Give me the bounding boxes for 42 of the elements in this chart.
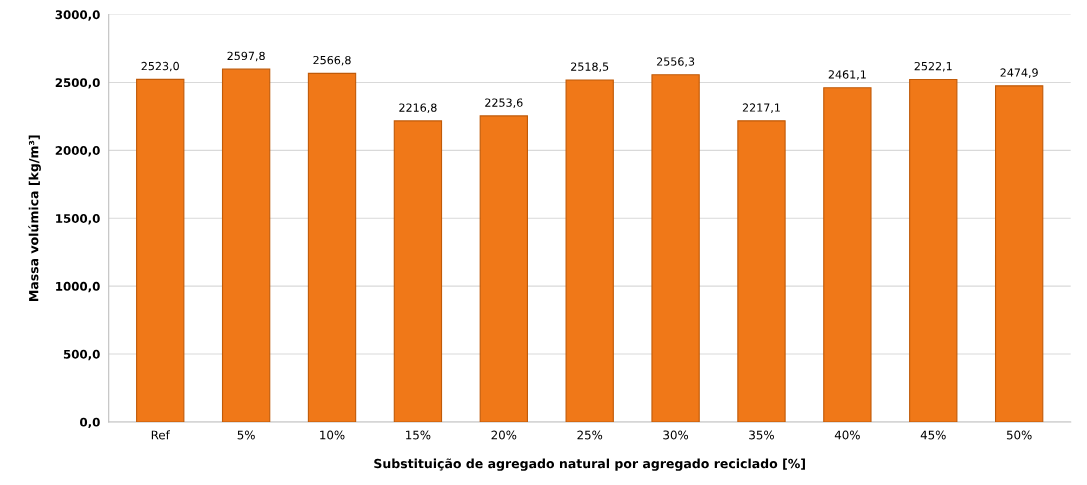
- bar: [994, 85, 1044, 422]
- y-tick-label: 3000,0: [55, 10, 100, 21]
- data-label: 2474,9: [1000, 68, 1038, 78]
- data-label: 2523,0: [141, 61, 179, 72]
- x-axis-title: Substituição de agregado natural por agregado reciclado [%]: [374, 458, 805, 471]
- data-label: 2566,8: [313, 55, 351, 66]
- data-label: 2522,1: [914, 61, 952, 72]
- y-tick-label: 2500,0: [55, 78, 100, 89]
- bar: [479, 115, 528, 422]
- bar: [737, 120, 786, 422]
- x-tick-label: 45%: [920, 430, 946, 440]
- x-tick-label: 20%: [491, 430, 517, 440]
- bar: [651, 74, 700, 422]
- data-label: 2216,8: [399, 103, 437, 113]
- bar: [221, 68, 271, 422]
- data-label: 2461,1: [828, 70, 866, 80]
- bar: [307, 72, 357, 422]
- x-tick-label: 30%: [663, 430, 689, 440]
- bar: [909, 78, 958, 422]
- bar: [823, 87, 872, 422]
- x-tick-label: 35%: [749, 430, 774, 440]
- data-label: 2253,6: [485, 98, 523, 108]
- x-tick-label: 40%: [834, 430, 860, 440]
- bar: [565, 79, 614, 422]
- x-tick-label: 5%: [237, 430, 255, 440]
- x-tick-label: 10%: [320, 430, 345, 440]
- x-tick-label: 50%: [1006, 430, 1032, 440]
- y-tick-label: 1000,0: [56, 281, 100, 293]
- y-tick-label: 1500,0: [56, 213, 100, 225]
- bar: [136, 78, 185, 422]
- data-label: 2518,5: [571, 62, 609, 72]
- data-label: 2217,1: [742, 103, 780, 113]
- y-axis-title: Massa volúmica [kg/m³]: [28, 135, 41, 301]
- x-tick-label: Ref: [151, 430, 171, 440]
- y-tick-label: 500,0: [63, 349, 100, 361]
- y-tick-label: 0,0: [80, 417, 100, 429]
- data-label: 2556,3: [656, 57, 695, 67]
- x-tick-label: 15%: [406, 430, 431, 440]
- bar: [393, 120, 443, 422]
- data-label: 2597,8: [227, 51, 265, 62]
- y-tick-label: 2000,0: [55, 146, 100, 157]
- x-tick-label: 25%: [577, 430, 603, 440]
